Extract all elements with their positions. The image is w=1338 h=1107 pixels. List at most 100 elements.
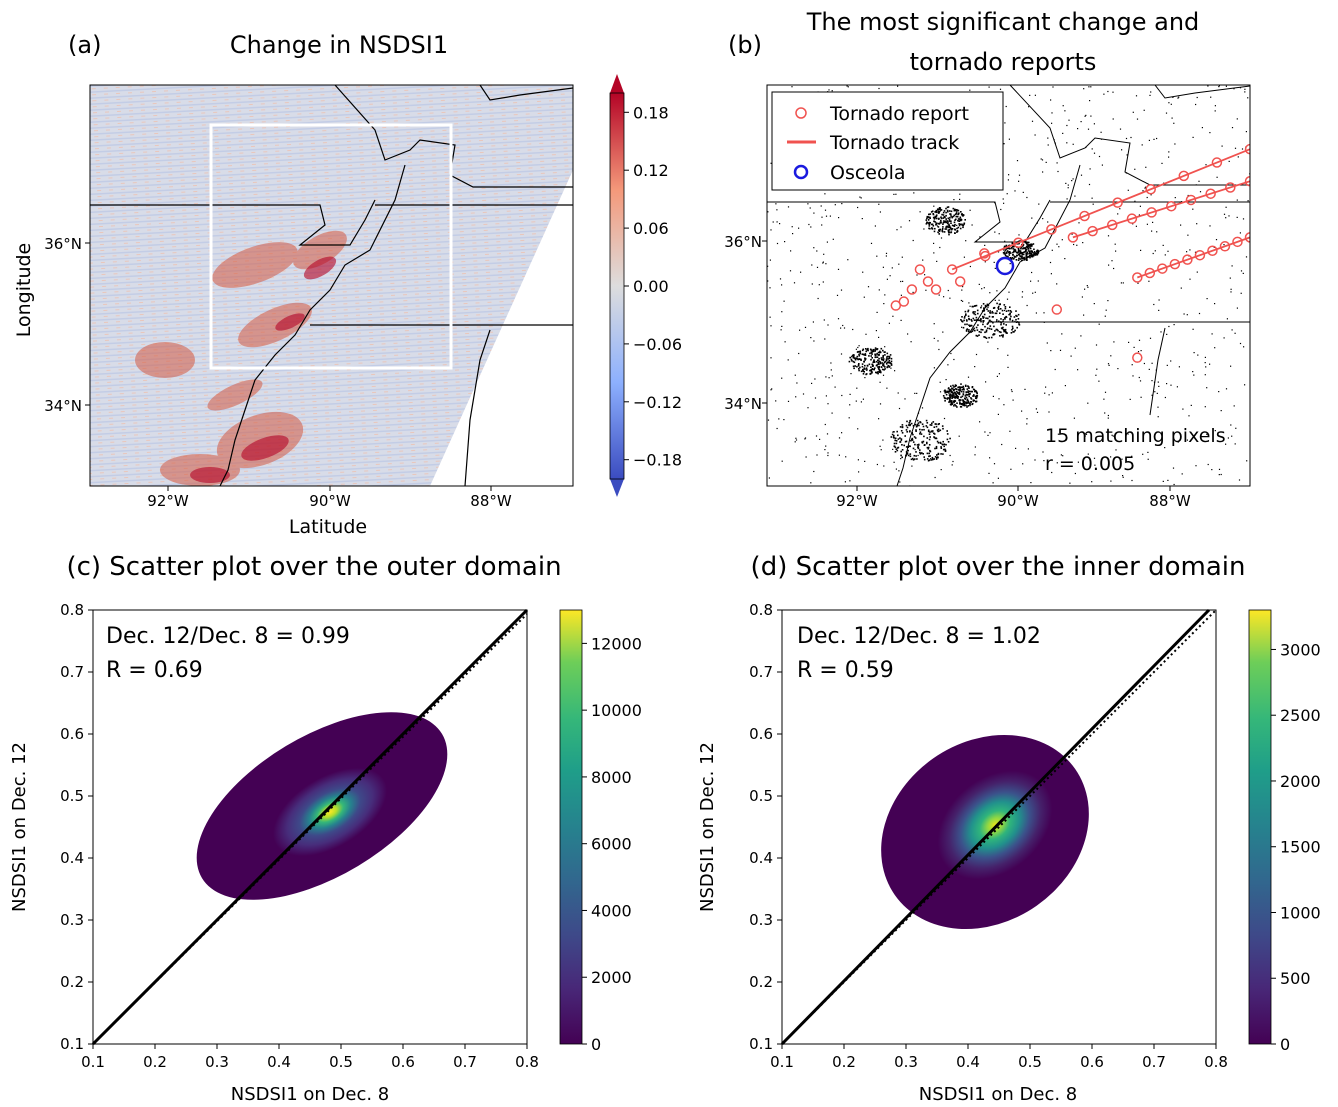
change-pixel [988, 86, 990, 88]
colorbar-tick-label: 3000 [1280, 640, 1321, 659]
change-pixel [939, 228, 941, 231]
change-pixel [953, 214, 956, 217]
change-pixel [990, 328, 993, 330]
change-pixel [900, 319, 902, 321]
tornado-tracks [951, 148, 1250, 279]
tornado-report-marker [1067, 232, 1079, 243]
change-pixel [1150, 194, 1152, 196]
change-pixel [981, 288, 983, 290]
change-pixel [886, 358, 888, 360]
change-pixel [770, 162, 772, 164]
change-pixel [890, 364, 893, 366]
change-pixel [1026, 423, 1028, 425]
tornado-report-marker [1211, 157, 1223, 168]
tornado-report-marker [890, 300, 902, 311]
change-pixel [971, 403, 973, 406]
change-pixel [809, 207, 811, 209]
change-pixel [861, 353, 864, 355]
x-tick-label: 0.5 [1018, 1053, 1042, 1071]
change-pixel [794, 374, 796, 376]
change-pixel [1013, 250, 1015, 252]
change-pixel [936, 454, 938, 456]
change-pixel [789, 270, 792, 272]
change-pixel [937, 231, 939, 234]
change-pixel [967, 405, 969, 407]
change-pixel [1011, 390, 1013, 393]
change-pixel [962, 300, 964, 302]
change-pixel [955, 215, 958, 218]
change-pixel [952, 207, 955, 210]
change-pixel [865, 348, 867, 350]
change-pixel [840, 289, 843, 291]
change-pixel [1162, 480, 1164, 482]
change-pixel [935, 447, 938, 450]
change-pixel [872, 365, 874, 367]
change-pixel [885, 359, 888, 362]
change-pixel [958, 435, 960, 437]
change-pixel [1077, 369, 1079, 371]
change-pixel [914, 458, 916, 460]
change-pixel [854, 358, 857, 361]
change-pixel [940, 453, 942, 455]
change-pixel [1051, 122, 1053, 124]
change-pixel [769, 259, 771, 261]
change-pixel [1021, 252, 1023, 254]
change-pixel [966, 388, 969, 390]
change-pixel [897, 434, 899, 437]
change-pixel [885, 252, 888, 254]
change-pixel [1008, 254, 1011, 256]
change-pixel [952, 460, 954, 463]
change-pixel [1091, 481, 1093, 483]
change-pixel [966, 406, 968, 408]
change-pixel [1151, 394, 1153, 396]
change-pixel [890, 360, 893, 363]
change-pixel [1154, 391, 1156, 393]
change-pixel [946, 225, 949, 228]
change-pixel [876, 371, 879, 373]
change-pixel [1129, 398, 1131, 400]
panel-a-borders [90, 85, 573, 486]
change-pixel [931, 227, 933, 229]
change-pixel [1042, 218, 1044, 220]
change-pixel [1107, 363, 1110, 365]
change-pixel [925, 419, 928, 422]
change-pixel [836, 294, 839, 296]
change-pixel [909, 419, 912, 422]
change-pixel [994, 299, 996, 301]
change-pixel [1066, 124, 1068, 127]
change-pixel [965, 313, 967, 315]
change-pixel [1198, 312, 1201, 315]
change-pixel [969, 209, 971, 211]
change-pixel [779, 223, 781, 225]
change-pixel [942, 331, 944, 333]
change-pixel [1231, 127, 1234, 129]
change-pixel [986, 323, 989, 325]
change-pixel [826, 433, 829, 435]
panel-c-density [196, 712, 448, 900]
change-pixel [957, 209, 960, 212]
change-pixel [945, 228, 948, 230]
change-pixel [1091, 197, 1093, 199]
change-pixel [1010, 468, 1012, 470]
change-pixel [900, 439, 903, 441]
change-pixel [990, 336, 993, 339]
change-pixel [960, 219, 963, 221]
change-pixel [858, 345, 860, 347]
change-pixel [858, 358, 861, 360]
change-pixel [1013, 256, 1016, 258]
change-pixel [1223, 244, 1225, 246]
change-pixel [912, 457, 914, 460]
change-pixel [1172, 96, 1174, 98]
change-pixel [895, 440, 898, 442]
change-pixel [965, 396, 968, 399]
change-pixel [1058, 246, 1060, 248]
change-pixel [840, 353, 843, 355]
change-pixel [841, 203, 843, 205]
change-pixel [1013, 251, 1015, 253]
change-pixel [960, 319, 962, 321]
change-pixel [1054, 368, 1056, 371]
change-pixel [929, 450, 932, 453]
change-pixel [841, 432, 843, 434]
change-pixel [787, 359, 789, 361]
